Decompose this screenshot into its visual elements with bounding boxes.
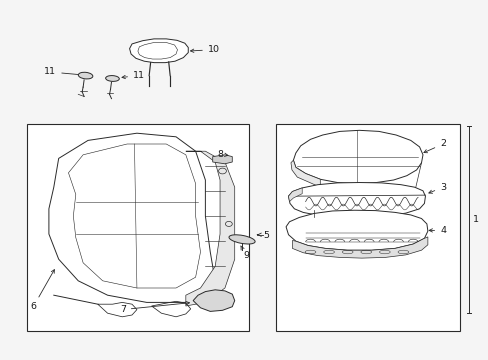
Polygon shape — [129, 39, 188, 63]
Polygon shape — [212, 155, 232, 164]
Text: 4: 4 — [428, 226, 445, 235]
Text: 11: 11 — [44, 68, 86, 77]
Bar — [276, 124, 459, 331]
Ellipse shape — [105, 76, 119, 81]
Text: 11: 11 — [122, 71, 145, 80]
Polygon shape — [288, 183, 425, 217]
Polygon shape — [288, 188, 302, 202]
Polygon shape — [49, 133, 215, 302]
Text: 6: 6 — [30, 270, 54, 311]
Polygon shape — [193, 290, 234, 311]
Text: 9: 9 — [240, 246, 248, 260]
Polygon shape — [290, 160, 320, 187]
Ellipse shape — [78, 72, 93, 79]
Polygon shape — [292, 237, 427, 258]
Text: 1: 1 — [472, 215, 478, 224]
Text: 5: 5 — [263, 231, 268, 240]
Text: 2: 2 — [423, 139, 445, 153]
Polygon shape — [285, 210, 427, 250]
Text: 8: 8 — [217, 150, 227, 158]
Bar — [27, 124, 249, 331]
Polygon shape — [185, 151, 234, 306]
Polygon shape — [293, 130, 422, 184]
Ellipse shape — [228, 235, 255, 244]
Text: 3: 3 — [428, 183, 446, 193]
Text: 10: 10 — [190, 45, 220, 54]
Text: 7: 7 — [120, 301, 189, 314]
